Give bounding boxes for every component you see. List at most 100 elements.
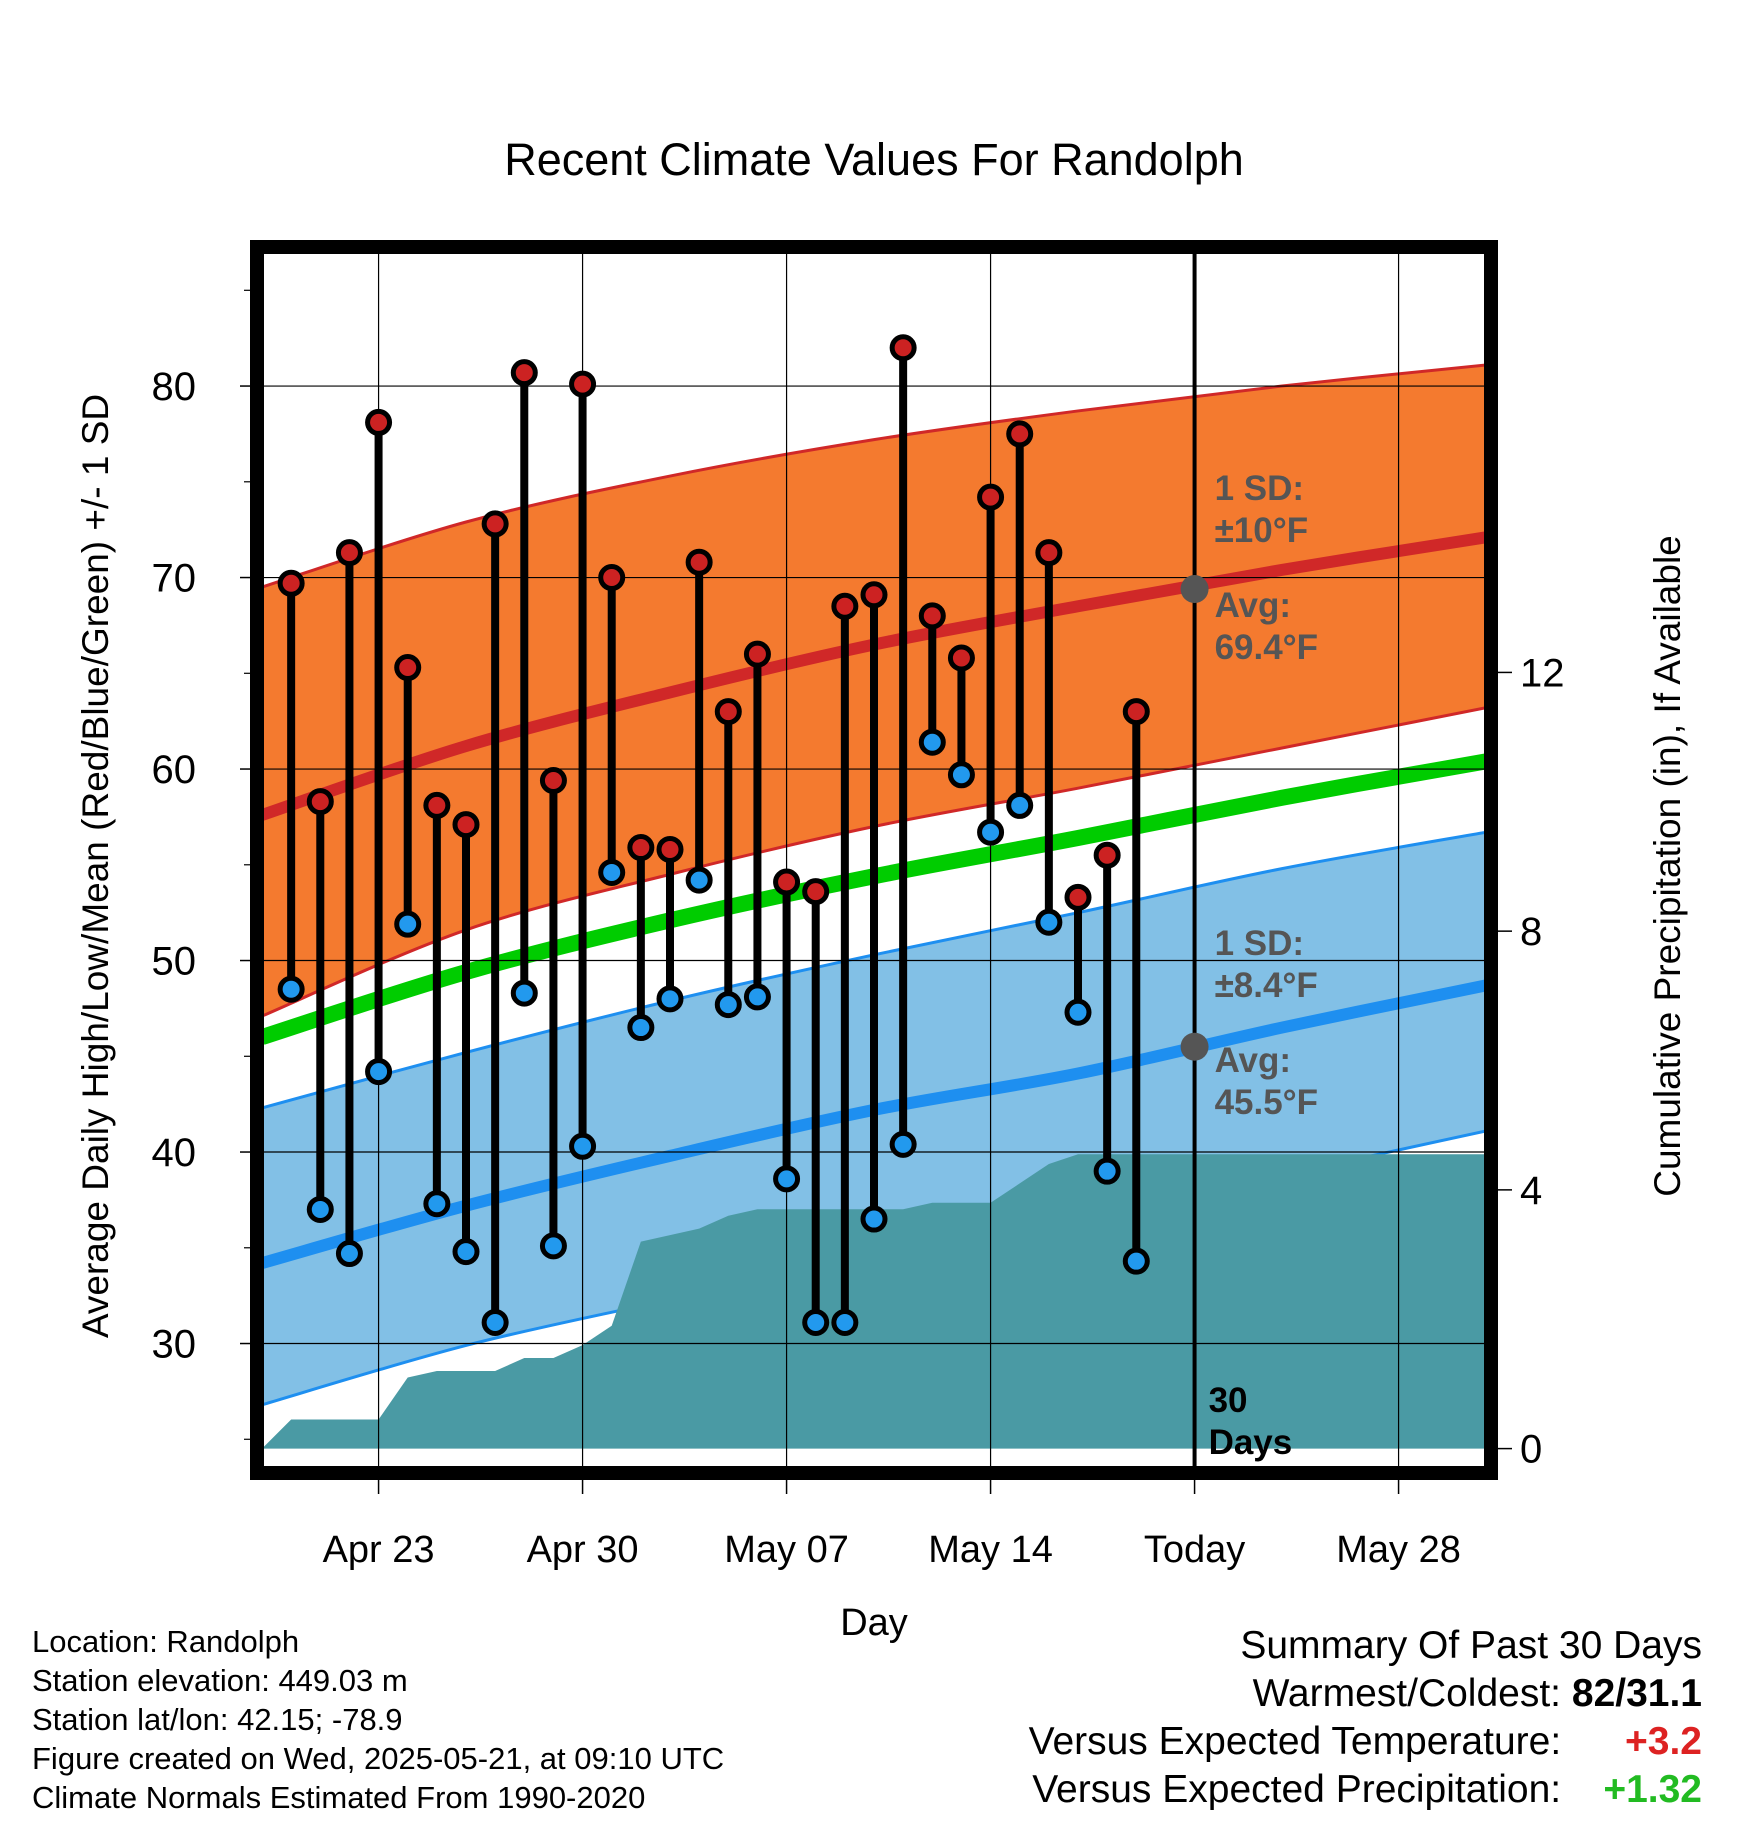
high-point bbox=[481, 510, 509, 538]
high-point bbox=[685, 548, 713, 576]
y-tick-label: 70 bbox=[152, 557, 197, 601]
y2-tick-label: 12 bbox=[1520, 651, 1565, 695]
high-point bbox=[773, 868, 801, 896]
low-point bbox=[743, 983, 771, 1011]
high-point bbox=[510, 359, 538, 387]
high-point bbox=[918, 602, 946, 630]
high-avg-value: 69.4°F bbox=[1215, 628, 1319, 667]
low-point bbox=[1064, 998, 1092, 1026]
high-point bbox=[889, 334, 917, 362]
low-point bbox=[306, 1195, 334, 1223]
y-tick-label: 60 bbox=[152, 748, 197, 792]
precip-label: Versus Expected Precipitation: bbox=[1032, 1768, 1562, 1811]
high-point bbox=[394, 654, 422, 682]
high-point bbox=[947, 644, 975, 672]
low-point bbox=[773, 1165, 801, 1193]
summary-warmest-row: Warmest/Coldest: 82/31.1 bbox=[1029, 1670, 1702, 1718]
y2-axis-label: Cumulative Precipitation (in), If Availa… bbox=[1647, 535, 1688, 1197]
y-axis-label: Average Daily High/Low/Mean (Red/Blue/Gr… bbox=[75, 394, 116, 1338]
low-point bbox=[947, 761, 975, 789]
normals-text: Climate Normals Estimated From 1990-2020 bbox=[32, 1780, 646, 1815]
low-point bbox=[277, 975, 305, 1003]
high-sd-label: 1 SD: bbox=[1215, 469, 1304, 508]
high-point bbox=[1093, 841, 1121, 869]
low-point bbox=[1035, 908, 1063, 936]
high-avg-label: Avg: bbox=[1215, 586, 1291, 625]
high-point bbox=[977, 483, 1005, 511]
summary-temp-row: Versus Expected Temperature: +3.2 bbox=[1029, 1718, 1702, 1766]
high-point bbox=[714, 698, 742, 726]
low-point bbox=[335, 1240, 363, 1268]
low-sd-value: ±8.4°F bbox=[1215, 966, 1318, 1005]
high-point bbox=[802, 878, 830, 906]
low-point bbox=[394, 910, 422, 938]
plot-frame bbox=[250, 240, 1498, 1480]
low-point bbox=[860, 1205, 888, 1233]
today-low-avg-point bbox=[1180, 1032, 1209, 1061]
summary-panel: Summary Of Past 30 Days Warmest/Coldest:… bbox=[1029, 1622, 1702, 1814]
high-sd-value: ±10°F bbox=[1215, 511, 1309, 550]
low-point bbox=[452, 1238, 480, 1266]
low-point bbox=[569, 1132, 597, 1160]
high-point bbox=[831, 592, 859, 620]
high-point bbox=[1064, 883, 1092, 911]
high-point bbox=[743, 640, 771, 668]
today-high-avg-point bbox=[1180, 575, 1209, 604]
precip-area bbox=[262, 1154, 1486, 1449]
y-tick-label: 30 bbox=[152, 1323, 197, 1367]
y-tick-label: 80 bbox=[152, 365, 197, 409]
warmest-value: 82/31.1 bbox=[1571, 1672, 1702, 1715]
low-point bbox=[1122, 1247, 1150, 1275]
station-info: Location: Randolph Station elevation: 44… bbox=[32, 1622, 724, 1817]
location-text: Location: Randolph bbox=[32, 1624, 300, 1659]
y2-tick-label: 0 bbox=[1520, 1428, 1542, 1472]
low-point bbox=[510, 979, 538, 1007]
high-point bbox=[365, 408, 393, 436]
x-tick-label: May 28 bbox=[1336, 1529, 1461, 1571]
low-point bbox=[977, 818, 1005, 846]
low-point bbox=[918, 728, 946, 756]
y2-tick-label: 8 bbox=[1520, 910, 1542, 954]
low-point bbox=[598, 858, 626, 886]
high-point bbox=[277, 569, 305, 597]
low-point bbox=[656, 985, 684, 1013]
summary-precip-row: Versus Expected Precipitation: +1.32 bbox=[1029, 1766, 1702, 1814]
low-point bbox=[423, 1190, 451, 1218]
period-label-number: 30 bbox=[1209, 1381, 1248, 1420]
x-tick-label: May 14 bbox=[928, 1529, 1053, 1571]
high-point bbox=[860, 581, 888, 609]
low-point bbox=[365, 1058, 393, 1086]
period-label-unit: Days bbox=[1209, 1423, 1293, 1462]
low-point bbox=[685, 866, 713, 894]
temp-value: +3.2 bbox=[1625, 1720, 1702, 1763]
high-point bbox=[569, 370, 597, 398]
low-point bbox=[539, 1232, 567, 1260]
low-point bbox=[802, 1308, 830, 1336]
high-point bbox=[306, 788, 334, 816]
low-avg-label: Avg: bbox=[1215, 1041, 1291, 1080]
low-point bbox=[627, 1014, 655, 1042]
high-point bbox=[452, 811, 480, 839]
high-point bbox=[656, 835, 684, 863]
chart-title: Recent Climate Values For Randolph bbox=[504, 134, 1244, 185]
x-tick-label: Apr 30 bbox=[527, 1529, 639, 1571]
high-point bbox=[598, 564, 626, 592]
low-point bbox=[714, 991, 742, 1019]
precip-value: +1.32 bbox=[1603, 1768, 1702, 1811]
low-point bbox=[831, 1308, 859, 1336]
high-point bbox=[1035, 539, 1063, 567]
high-point bbox=[1006, 420, 1034, 448]
x-tick-label: May 07 bbox=[724, 1529, 849, 1571]
created-text: Figure created on Wed, 2025-05-21, at 09… bbox=[32, 1741, 725, 1776]
summary-title: Summary Of Past 30 Days bbox=[1240, 1624, 1702, 1667]
warmest-label: Warmest/Coldest: bbox=[1252, 1672, 1562, 1715]
high-point bbox=[423, 791, 451, 819]
latlon-text: Station lat/lon: 42.15; -78.9 bbox=[32, 1702, 403, 1737]
high-point bbox=[335, 539, 363, 567]
x-tick-label: Apr 23 bbox=[323, 1529, 435, 1571]
low-sd-label: 1 SD: bbox=[1215, 924, 1304, 963]
y-tick-label: 50 bbox=[152, 940, 197, 984]
high-point bbox=[539, 767, 567, 795]
low-point bbox=[1093, 1157, 1121, 1185]
